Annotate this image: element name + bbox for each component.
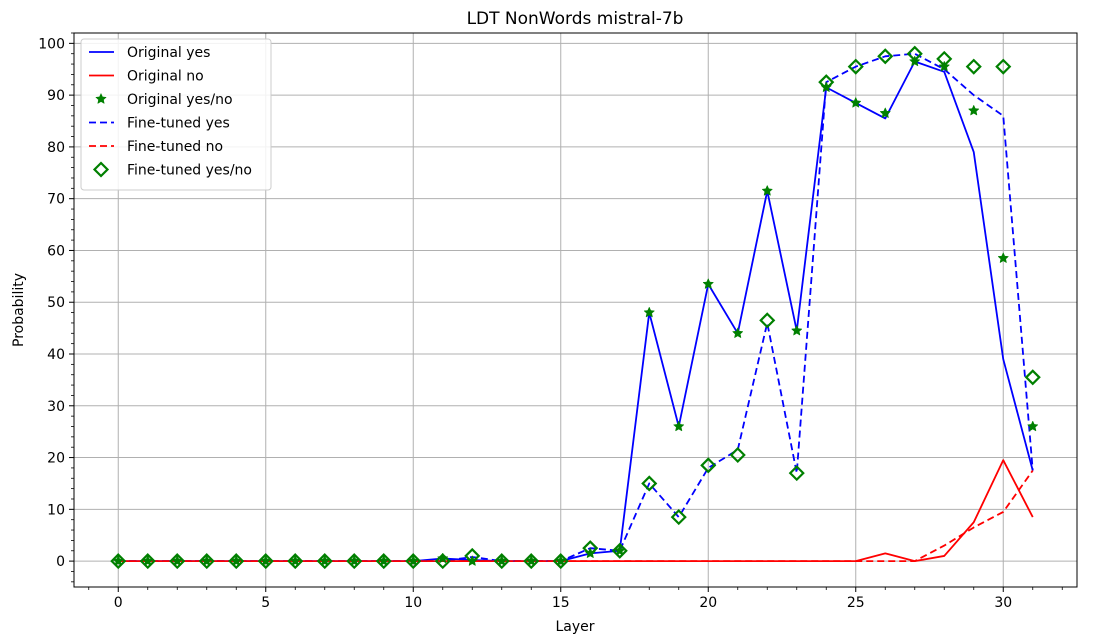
y-axis-title: Probability [11,273,27,347]
data-point-diamond [375,553,392,570]
data-point-star [790,324,803,336]
legend-label: Fine-tuned yes [127,116,230,132]
axes: 0 5 10 15 20 25 30 0 10 20 30 40 50 60 70 80 90 100 [38,32,1063,611]
legend-item: Original yes/no [95,92,233,108]
data-point-diamond [1024,369,1041,386]
x-tick-label: 0 [114,595,123,611]
data-point-star [672,420,685,432]
data-point-diamond [877,48,894,65]
data-point-diamond [434,553,451,570]
data-point-star [967,104,980,116]
data-point-star [997,252,1010,264]
x-tick-label: 15 [552,595,570,611]
series-line [118,469,1034,563]
data-point-diamond [493,553,510,570]
data-point-diamond [228,553,245,570]
data-point-diamond [611,542,628,559]
y-tick-label: 80 [47,140,65,156]
x-tick-label: 25 [847,595,865,611]
x-axis-title: Layer [555,619,594,635]
series-layer [110,45,1041,570]
data-point-star [1026,420,1039,432]
legend-label: Original yes/no [127,92,233,108]
y-tick-label: 20 [47,451,65,467]
data-point-diamond [906,45,923,62]
data-point-diamond [169,553,186,570]
data-point-diamond [110,553,127,570]
data-point-diamond [257,553,274,570]
series-line [118,459,1034,563]
data-point-diamond [582,540,599,557]
data-point-diamond [847,58,864,75]
data-point-diamond [818,74,835,91]
y-tick-label: 30 [47,399,65,415]
data-point-diamond [316,553,333,570]
y-tick-label: 50 [47,295,65,311]
x-tick-label: 5 [261,595,270,611]
data-point-diamond [965,58,982,75]
plot-frame [73,32,1078,588]
data-point-diamond [641,475,658,492]
y-tick-label: 70 [47,192,65,208]
data-point-diamond [759,312,776,329]
y-tick-label: 90 [47,88,65,104]
legend-item: Fine-tuned no [89,139,223,155]
data-point-diamond [198,553,215,570]
data-point-diamond [139,553,156,570]
x-tick-label: 20 [699,595,717,611]
data-point-diamond [670,509,687,526]
legend-label: Original yes [127,45,210,61]
y-tick-label: 60 [47,243,65,259]
data-point-diamond [405,553,422,570]
legend-label: Fine-tuned yes/no [127,163,252,179]
data-point-diamond [729,446,746,464]
grid [74,33,1077,587]
y-tick-label: 40 [47,347,65,363]
x-tick-label: 30 [994,595,1012,611]
data-point-star [879,107,892,119]
data-point-star [849,96,862,108]
legend-swatch [95,92,107,104]
data-point-diamond [552,553,569,570]
y-tick-label: 10 [47,502,65,518]
data-point-star [731,327,744,339]
x-tick-label: 10 [404,595,422,611]
data-point-star [761,184,774,196]
data-point-star [643,306,656,318]
data-point-diamond [700,457,717,474]
y-tick-label: 100 [38,36,65,52]
legend-swatch [92,161,110,178]
legend-item: Fine-tuned yes/no [92,161,252,179]
y-tick-label: 0 [56,554,65,570]
data-point-diamond [464,547,481,564]
data-point-diamond [936,50,953,67]
legend-item: Fine-tuned yes [89,116,230,132]
legend-label: Original no [127,69,204,85]
data-point-star [702,278,715,290]
data-point-star [436,552,449,564]
data-point-diamond [523,553,540,570]
data-point-diamond [346,553,363,570]
legend-box [80,38,272,191]
data-point-diamond [995,58,1012,75]
legend: Original yes Original no Original yes/no Fi… [80,38,272,191]
chart-title: LDT NonWords mistral-7b [467,9,684,29]
legend-item: Original yes [89,45,210,61]
legend-label: Fine-tuned no [127,139,223,155]
data-point-diamond [788,465,805,482]
data-point-diamond [287,553,304,570]
series-original-no [118,459,1034,563]
series-fine-tuned-no [118,469,1034,563]
series-fine-tuned-yes-no [110,45,1041,570]
legend-item: Original no [89,69,204,85]
